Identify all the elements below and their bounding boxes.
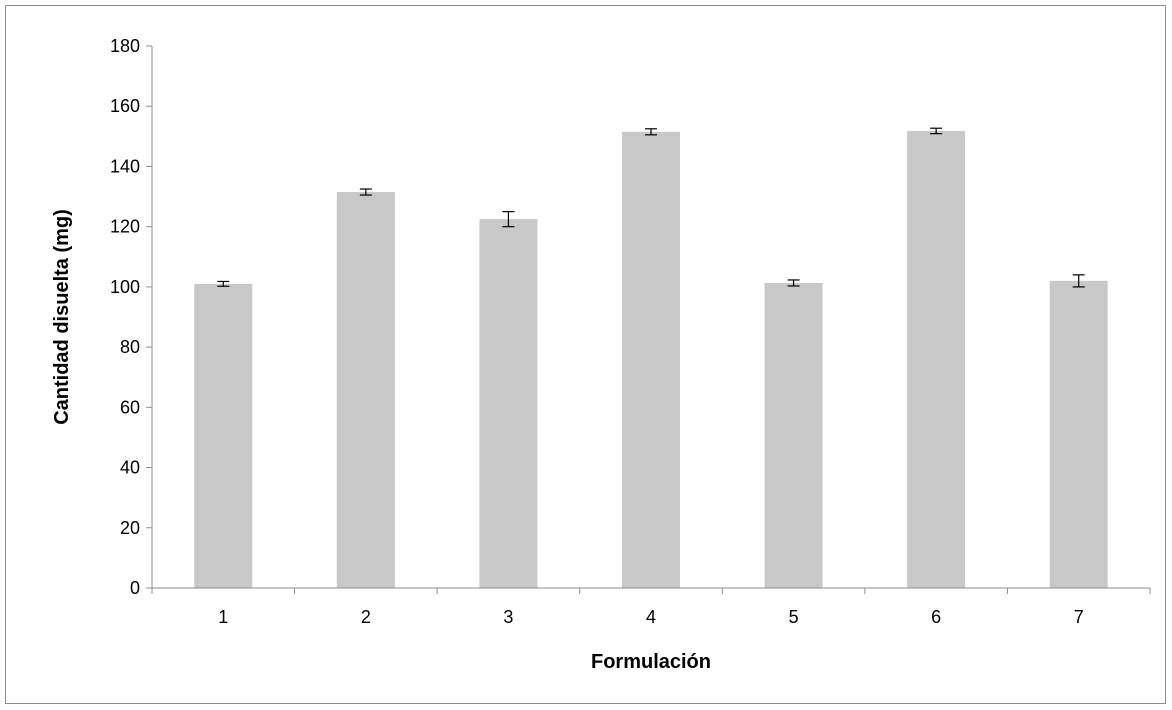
error-bar	[787, 279, 800, 287]
x-tick-label: 7	[1074, 607, 1084, 627]
error-bar	[1072, 274, 1085, 288]
bars	[194, 130, 1108, 589]
bar	[622, 131, 680, 589]
y-axis-title: Cantidad disuelta (mg)	[51, 209, 73, 425]
error-bar	[217, 280, 230, 287]
y-tick-label: 120	[110, 217, 140, 237]
bar	[907, 130, 966, 588]
bar	[336, 192, 395, 589]
y-tick-label: 140	[110, 156, 140, 176]
y-tick-label: 80	[120, 337, 140, 357]
y-tick-label: 60	[120, 397, 140, 417]
y-tick-label: 20	[120, 518, 140, 538]
error-bars	[217, 127, 1085, 288]
y-tick-label: 100	[110, 277, 140, 297]
y-tick-label: 40	[120, 458, 140, 478]
x-tick-label: 5	[789, 607, 799, 627]
x-tick-label: 2	[361, 607, 371, 627]
x-tick-label: 3	[503, 607, 513, 627]
y-tick-label: 160	[110, 96, 140, 116]
x-tick-label: 4	[646, 607, 656, 627]
error-bar	[359, 188, 372, 196]
x-axis-ticks: 1 2 3 4 5 6 7	[151, 588, 1151, 627]
y-tick-label: 180	[110, 36, 140, 56]
error-bar	[502, 211, 515, 228]
bar	[764, 282, 823, 588]
x-tick-label: 1	[218, 607, 228, 627]
x-tick-label: 6	[931, 607, 941, 627]
y-tick-label: 0	[130, 578, 140, 598]
error-bar	[645, 128, 657, 136]
y-axis-ticks: 0 20 40 60 80 100 120 140 160 180	[110, 36, 152, 598]
bar	[479, 219, 538, 588]
error-bar	[930, 127, 943, 135]
bar	[194, 283, 253, 588]
bar	[1049, 280, 1108, 588]
x-axis-title: Formulación	[591, 651, 711, 673]
